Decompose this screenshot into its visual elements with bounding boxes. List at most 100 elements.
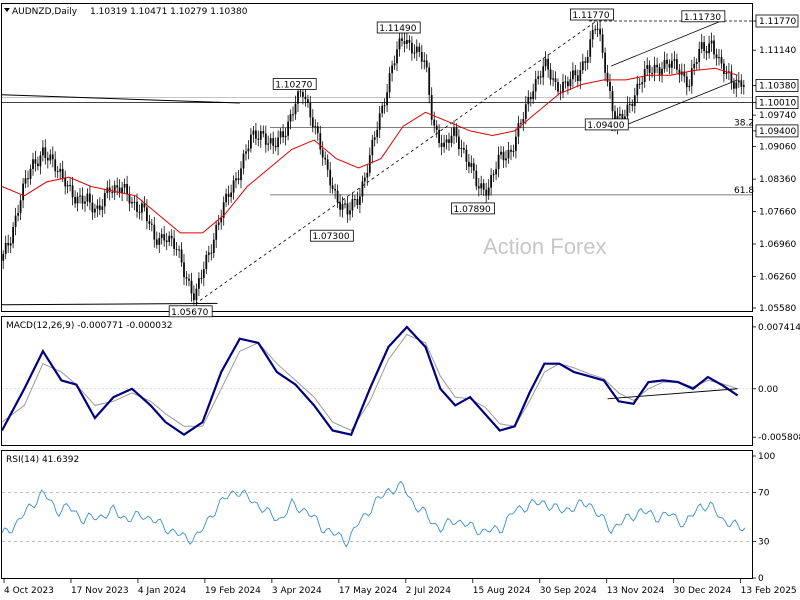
candle-body — [101, 206, 104, 210]
candle-body — [557, 82, 559, 92]
candle-body — [524, 104, 527, 119]
price-label: 1.07300 — [312, 232, 349, 242]
candle-body — [633, 95, 636, 106]
collapse-triangle-icon[interactable] — [4, 8, 10, 12]
candle-body — [373, 137, 376, 140]
candle-body — [12, 227, 14, 244]
candle-body — [378, 113, 381, 130]
rsi-panel-frame — [1, 450, 753, 579]
macd-signal-line — [1, 333, 738, 432]
candle-body — [14, 215, 17, 227]
candle-body — [121, 187, 123, 193]
price-tick-box — [755, 14, 799, 28]
watermark: Action Forex — [483, 234, 607, 259]
candle-body — [146, 207, 148, 222]
price-axis: 1.11770 1.11140 1.10380 1.10010 1.09740 1.094… — [752, 14, 799, 314]
candle-body — [542, 66, 545, 78]
rsi-plot — [1, 480, 752, 548]
candle-body — [136, 201, 138, 212]
rsi-title: RSI(14) 41.6392 — [6, 455, 79, 465]
candle-body — [465, 149, 468, 162]
candle-body — [89, 193, 91, 203]
candle-body — [646, 65, 649, 69]
candle-body — [713, 40, 715, 55]
candle-body — [547, 58, 549, 70]
candle-body — [339, 202, 341, 210]
candle-body — [574, 70, 577, 76]
candle-body — [455, 127, 458, 137]
candle-body — [195, 288, 198, 301]
candle-body — [631, 103, 634, 106]
candle-body — [59, 168, 62, 172]
candle-body — [264, 133, 267, 145]
candle-body — [212, 239, 215, 253]
candle-body — [661, 68, 663, 75]
candle-body — [730, 71, 733, 83]
price-label-box — [272, 78, 317, 90]
candle-body — [512, 150, 515, 152]
candle-body — [138, 211, 141, 213]
candle-body — [363, 177, 366, 182]
candle-body — [173, 238, 175, 249]
candle-body — [368, 155, 371, 173]
price-tick-label: 1.06960 — [759, 240, 796, 250]
candle-body — [544, 58, 547, 67]
candle-body — [651, 73, 653, 75]
candle-body — [148, 221, 151, 224]
candle-body — [232, 180, 235, 193]
candle-body — [648, 65, 651, 73]
candle-body — [346, 203, 349, 215]
candle-body — [227, 193, 230, 197]
candle-body — [700, 42, 703, 49]
candle-body — [319, 133, 322, 150]
candle-body — [240, 168, 242, 181]
candle-body — [250, 134, 252, 149]
candle-body — [413, 52, 416, 54]
candle-body — [150, 223, 153, 225]
time-tick-label: 30 Sep 2024 — [540, 586, 597, 596]
candle-body — [49, 154, 52, 161]
candle-body — [522, 119, 525, 123]
candle-body — [133, 201, 136, 203]
candle-body — [9, 243, 12, 246]
candle-body — [46, 157, 49, 161]
candle-body — [539, 76, 542, 78]
candle-body — [398, 38, 401, 50]
moving-average-line — [1, 67, 738, 234]
candle-body — [703, 42, 705, 51]
candle-body — [27, 178, 29, 180]
ohlc-readout: 1.10319 1.10471 1.10279 1.10380 — [90, 7, 248, 17]
price-label-box — [584, 118, 629, 131]
candle-body — [359, 196, 361, 205]
price-label: 1.07890 — [454, 205, 491, 215]
candle-body — [200, 277, 203, 279]
candle-body — [341, 204, 344, 210]
candle-body — [215, 224, 218, 240]
candle-body — [723, 63, 725, 74]
chart-title: AUDNZD,Daily — [12, 7, 78, 17]
candle-body — [463, 148, 465, 150]
candle-body — [663, 59, 666, 69]
candle-body — [205, 254, 208, 270]
candle-body — [495, 169, 497, 175]
candle-body — [302, 92, 304, 97]
candle-body — [430, 95, 433, 120]
candle-body — [537, 76, 540, 79]
candle-body — [408, 40, 411, 43]
candle-body — [596, 28, 599, 30]
candle-body — [388, 73, 391, 93]
price-tick-label: 1.09400 — [759, 127, 796, 137]
candle-body — [329, 169, 332, 186]
candle-body — [326, 159, 329, 170]
macd-tick-label: -0.005808 — [758, 433, 800, 443]
candle-body — [559, 91, 562, 93]
candle-body — [160, 234, 163, 238]
candle-body — [292, 114, 294, 116]
candle-body — [656, 64, 658, 68]
candle-body — [84, 201, 86, 204]
candle-body — [470, 163, 473, 167]
candle-body — [361, 181, 364, 197]
candle-body — [274, 145, 277, 148]
candle-body — [259, 131, 262, 140]
candle-body — [56, 171, 59, 173]
